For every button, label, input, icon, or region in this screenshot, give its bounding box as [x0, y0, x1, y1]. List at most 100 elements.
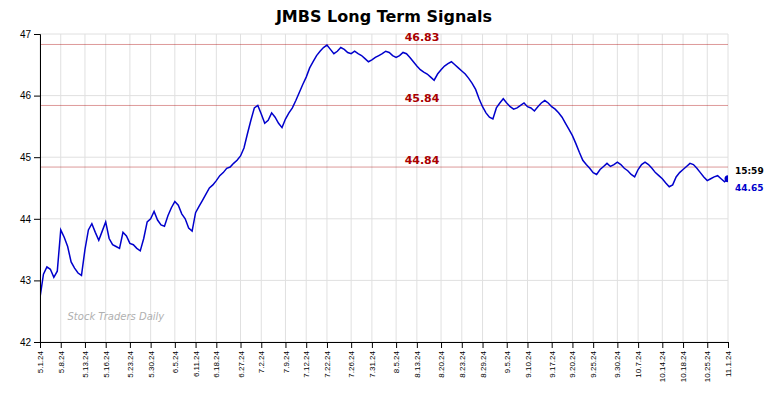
- grid-line-y: [40, 157, 728, 158]
- x-tick-mark: [662, 342, 663, 348]
- x-tick-mark: [617, 342, 618, 348]
- grid-line-x: [572, 34, 573, 342]
- x-tick-label: 7.12.24: [302, 350, 311, 377]
- x-tick: 8.20.24: [437, 342, 446, 378]
- grid-line-x: [441, 34, 442, 342]
- x-tick-label: 7.26.24: [347, 350, 356, 377]
- x-tick-label: 10.14.24: [658, 350, 667, 382]
- x-tick-mark: [327, 342, 328, 348]
- x-tick: 10.14.24: [658, 342, 667, 382]
- x-tick: 7.31.24: [368, 342, 377, 378]
- grid-line-x: [371, 34, 372, 342]
- grid-line-x: [174, 34, 175, 342]
- x-tick-mark: [417, 342, 418, 348]
- grid-line-x: [593, 34, 594, 342]
- x-tick: 7.9.24: [282, 342, 291, 373]
- x-tick-mark: [638, 342, 639, 348]
- x-tick: 7.26.24: [347, 342, 356, 378]
- x-tick-mark: [593, 342, 594, 348]
- x-tick: 9.20.24: [568, 342, 577, 378]
- x-tick-label: 7.9.24: [282, 350, 291, 373]
- grid-line-y: [40, 218, 728, 219]
- x-tick: 8.23.24: [458, 342, 467, 378]
- x-tick-label: 9.17.24: [548, 350, 557, 377]
- grid-line-x: [84, 34, 85, 342]
- y-tick-label: 47: [20, 29, 32, 40]
- grid-line-x: [105, 34, 106, 342]
- x-tick: 5.16.24: [102, 342, 111, 378]
- grid-line-x: [482, 34, 483, 342]
- x-tick-mark: [552, 342, 553, 348]
- grid-line-x: [728, 34, 729, 342]
- x-tick: 5.23.24: [126, 342, 135, 378]
- grid-line-x: [506, 34, 507, 342]
- grid-line-y: [40, 95, 728, 96]
- x-tick-mark: [241, 342, 242, 348]
- x-tick-mark: [372, 342, 373, 348]
- y-tick: 42: [20, 337, 40, 348]
- x-tick-label: 5.16.24: [102, 350, 111, 377]
- x-tick-label: 9.5.24: [503, 350, 512, 373]
- x-tick-mark: [483, 342, 484, 348]
- grid-line-x: [527, 34, 528, 342]
- x-tick-mark: [306, 342, 307, 348]
- y-tick-mark: [34, 342, 40, 343]
- x-tick: 5.1.24: [36, 342, 45, 373]
- x-tick: 5.30.24: [147, 342, 156, 378]
- x-tick-mark: [85, 342, 86, 348]
- x-tick-label: 5.8.24: [57, 350, 66, 373]
- x-tick-mark: [216, 342, 217, 348]
- x-tick-mark: [527, 342, 528, 348]
- y-tick-label: 44: [20, 214, 32, 225]
- x-tick-label: 7.31.24: [368, 350, 377, 377]
- x-tick: 10.25.24: [703, 342, 712, 382]
- x-tick: 6.27.24: [237, 342, 246, 378]
- grid-line-x: [551, 34, 552, 342]
- grid-line-x: [683, 34, 684, 342]
- x-tick: 7.12.24: [302, 342, 311, 378]
- x-tick: 5.8.24: [57, 342, 66, 373]
- x-tick: 9.30.24: [613, 342, 622, 378]
- x-tick: 9.5.24: [503, 342, 512, 373]
- endpoint-price: 44.65: [735, 183, 763, 193]
- x-tick-mark: [683, 342, 684, 348]
- y-tick-mark: [34, 219, 40, 220]
- x-tick-label: 5.13.24: [81, 350, 90, 377]
- x-tick-label: 10.25.24: [703, 350, 712, 382]
- x-tick: 8.29.24: [479, 342, 488, 378]
- x-tick: 5.13.24: [81, 342, 90, 378]
- x-tick: 6.18.24: [212, 342, 221, 378]
- endpoint-dot: [725, 175, 729, 182]
- y-axis-line: [34, 35, 41, 343]
- x-tick-label: 8.5.24: [392, 350, 401, 373]
- x-tick-label: 6.5.24: [171, 350, 180, 373]
- x-tick-label: 8.20.24: [437, 350, 446, 377]
- x-tick-label: 5.23.24: [126, 350, 135, 377]
- x-tick-mark: [285, 342, 286, 348]
- x-tick-label: 5.1.24: [36, 350, 45, 373]
- grid-line-x: [195, 34, 196, 342]
- signal-line: [40, 167, 728, 168]
- annotations: 44.8445.8446.8315:5944.65Stock Traders D…: [68, 31, 764, 322]
- x-tick-label: 10.7.24: [634, 350, 643, 377]
- y-tick: 44: [20, 214, 40, 225]
- x-tick-label: 8.23.24: [458, 350, 467, 377]
- grid-line-x: [662, 34, 663, 342]
- x-tick-label: 6.27.24: [237, 350, 246, 377]
- x-tick-mark: [130, 342, 131, 348]
- plot: 4243444546475.1.245.8.245.13.245.16.245.…: [20, 29, 764, 382]
- x-tick: 6.11.24: [192, 342, 201, 377]
- x-tick: 11.1.24: [724, 342, 733, 377]
- x-tick-label: 9.20.24: [568, 350, 577, 377]
- x-tick-mark: [175, 342, 176, 348]
- grid-line-x: [216, 34, 217, 342]
- x-tick-label: 9.25.24: [589, 350, 598, 377]
- watermark: Stock Traders Daily: [68, 311, 166, 322]
- y-tick: 46: [20, 90, 40, 101]
- x-tick: 6.5.24: [171, 342, 180, 373]
- x-tick-mark: [351, 342, 352, 348]
- chart: 4243444546475.1.245.8.245.13.245.16.245.…: [0, 0, 784, 398]
- grid-line-x: [240, 34, 241, 342]
- y-tick-label: 42: [20, 337, 32, 348]
- x-tick-mark: [151, 342, 152, 348]
